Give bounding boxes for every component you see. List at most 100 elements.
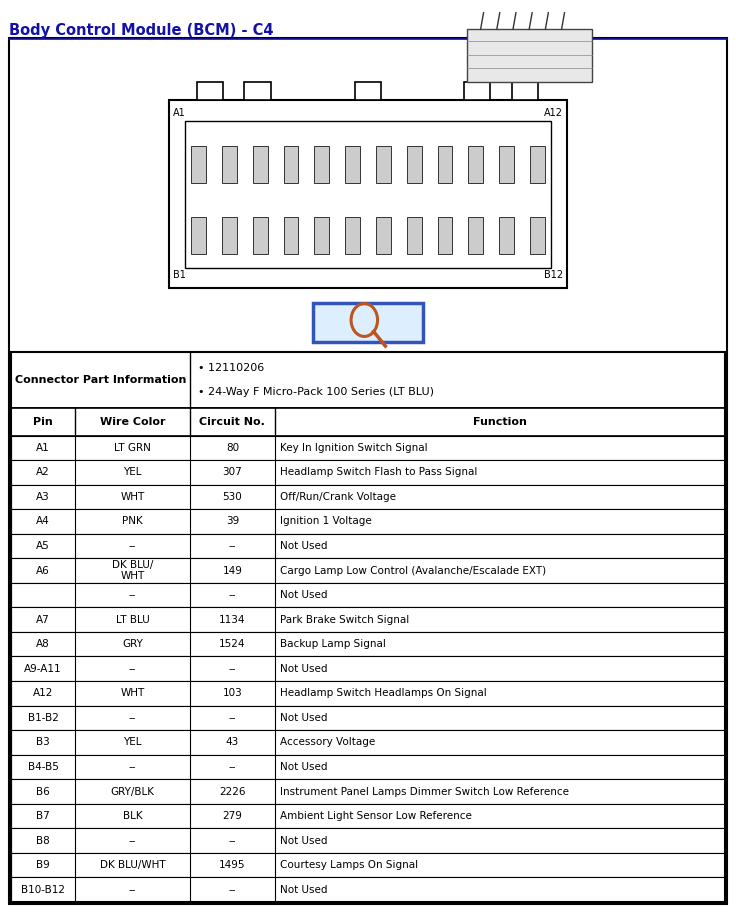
FancyBboxPatch shape	[222, 217, 237, 254]
Text: --: --	[229, 835, 236, 845]
Text: BLK: BLK	[123, 811, 142, 821]
FancyBboxPatch shape	[376, 146, 391, 183]
Text: A6: A6	[36, 565, 50, 575]
Text: Not Used: Not Used	[280, 713, 327, 723]
Text: Park Brake Switch Signal: Park Brake Switch Signal	[280, 614, 409, 624]
Text: 530: 530	[222, 492, 242, 502]
FancyBboxPatch shape	[11, 706, 725, 730]
Text: Cargo Lamp Low Control (Avalanche/Escalade EXT): Cargo Lamp Low Control (Avalanche/Escala…	[280, 565, 545, 575]
Text: B9: B9	[36, 860, 50, 870]
Text: A12: A12	[544, 108, 563, 118]
Text: Not Used: Not Used	[280, 541, 327, 551]
FancyBboxPatch shape	[11, 408, 725, 436]
Text: B4-B5: B4-B5	[28, 762, 59, 772]
Text: --: --	[129, 664, 136, 674]
Text: A1: A1	[173, 108, 185, 118]
Text: Courtesy Lamps On Signal: Courtesy Lamps On Signal	[280, 860, 418, 870]
Text: --: --	[129, 835, 136, 845]
Text: Key In Ignition Switch Signal: Key In Ignition Switch Signal	[280, 443, 427, 453]
FancyBboxPatch shape	[468, 146, 483, 183]
Text: A7: A7	[36, 614, 50, 624]
FancyBboxPatch shape	[191, 146, 206, 183]
Text: Backup Lamp Signal: Backup Lamp Signal	[280, 639, 386, 649]
FancyBboxPatch shape	[11, 352, 725, 408]
Text: GRY/BLK: GRY/BLK	[110, 786, 155, 796]
Text: A2: A2	[36, 467, 50, 477]
FancyBboxPatch shape	[376, 217, 391, 254]
FancyBboxPatch shape	[11, 534, 725, 558]
Text: 149: 149	[222, 565, 242, 575]
FancyBboxPatch shape	[467, 29, 592, 82]
FancyBboxPatch shape	[345, 217, 360, 254]
Text: GRY: GRY	[122, 639, 143, 649]
FancyBboxPatch shape	[438, 217, 453, 254]
FancyBboxPatch shape	[191, 217, 206, 254]
Text: --: --	[229, 541, 236, 551]
FancyBboxPatch shape	[169, 100, 567, 288]
FancyBboxPatch shape	[11, 828, 725, 853]
Text: B10-B12: B10-B12	[21, 885, 66, 895]
Text: B1: B1	[173, 270, 185, 280]
FancyBboxPatch shape	[468, 217, 483, 254]
FancyBboxPatch shape	[11, 558, 725, 582]
Text: Connector Part Information: Connector Part Information	[15, 375, 186, 384]
Text: --: --	[129, 885, 136, 895]
FancyBboxPatch shape	[283, 217, 298, 254]
Text: --: --	[129, 541, 136, 551]
Text: A8: A8	[36, 639, 50, 649]
FancyBboxPatch shape	[197, 82, 223, 100]
Text: Headlamp Switch Flash to Pass Signal: Headlamp Switch Flash to Pass Signal	[280, 467, 477, 477]
Text: DK BLU/WHT: DK BLU/WHT	[99, 860, 165, 870]
Text: Body Control Module (BCM) - C4: Body Control Module (BCM) - C4	[9, 23, 273, 37]
FancyBboxPatch shape	[11, 780, 725, 803]
Text: --: --	[229, 885, 236, 895]
FancyBboxPatch shape	[222, 146, 237, 183]
Text: PNK: PNK	[122, 517, 143, 527]
Text: --: --	[129, 762, 136, 772]
FancyBboxPatch shape	[11, 460, 725, 485]
Text: 1495: 1495	[219, 860, 246, 870]
FancyBboxPatch shape	[345, 146, 360, 183]
Text: WHT: WHT	[120, 492, 144, 502]
Text: Not Used: Not Used	[280, 835, 327, 845]
FancyBboxPatch shape	[314, 146, 329, 183]
FancyBboxPatch shape	[530, 146, 545, 183]
FancyBboxPatch shape	[355, 82, 381, 100]
Text: YEL: YEL	[123, 738, 141, 748]
Text: Pin: Pin	[33, 417, 53, 426]
FancyBboxPatch shape	[283, 146, 298, 183]
Text: WHT: WHT	[120, 688, 144, 698]
FancyBboxPatch shape	[11, 607, 725, 632]
Text: Ignition 1 Voltage: Ignition 1 Voltage	[280, 517, 372, 527]
FancyBboxPatch shape	[313, 303, 423, 342]
Text: --: --	[129, 590, 136, 600]
Text: 2226: 2226	[219, 786, 246, 796]
Text: B12: B12	[544, 270, 563, 280]
FancyBboxPatch shape	[11, 582, 725, 607]
FancyBboxPatch shape	[11, 681, 725, 706]
Text: 1524: 1524	[219, 639, 246, 649]
Text: --: --	[229, 664, 236, 674]
FancyBboxPatch shape	[407, 146, 422, 183]
Text: B7: B7	[36, 811, 50, 821]
Text: A1: A1	[36, 443, 50, 453]
FancyBboxPatch shape	[11, 755, 725, 780]
Text: Wire Color: Wire Color	[99, 417, 165, 426]
Text: 1134: 1134	[219, 614, 246, 624]
Text: Circuit No.: Circuit No.	[199, 417, 265, 426]
Text: Not Used: Not Used	[280, 885, 327, 895]
Text: Off/Run/Crank Voltage: Off/Run/Crank Voltage	[280, 492, 396, 502]
Text: LT GRN: LT GRN	[114, 443, 151, 453]
Text: Headlamp Switch Headlamps On Signal: Headlamp Switch Headlamps On Signal	[280, 688, 486, 698]
FancyBboxPatch shape	[11, 803, 725, 828]
Text: Not Used: Not Used	[280, 664, 327, 674]
Text: Function: Function	[473, 417, 527, 426]
Text: A12: A12	[33, 688, 53, 698]
FancyBboxPatch shape	[11, 656, 725, 681]
Text: --: --	[229, 590, 236, 600]
Text: 43: 43	[226, 738, 239, 748]
Text: --: --	[229, 762, 236, 772]
FancyBboxPatch shape	[499, 217, 514, 254]
Text: Accessory Voltage: Accessory Voltage	[280, 738, 375, 748]
Text: • 24-Way F Micro-Pack 100 Series (LT BLU): • 24-Way F Micro-Pack 100 Series (LT BLU…	[199, 387, 434, 396]
